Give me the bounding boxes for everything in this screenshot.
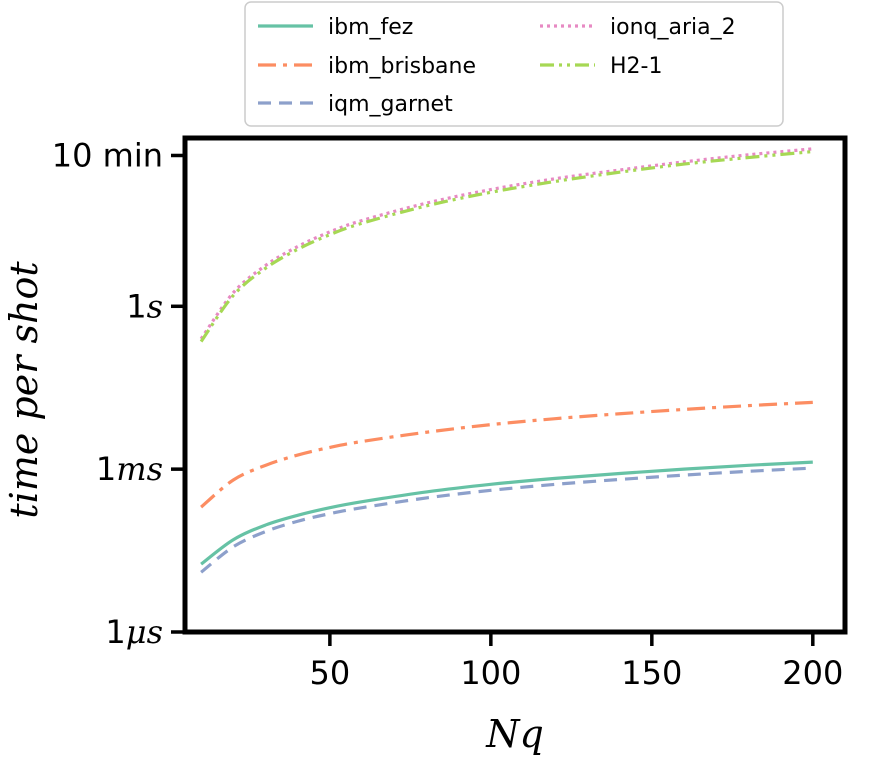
legend-frame xyxy=(244,1,784,127)
series-layer xyxy=(199,147,813,574)
y-tick-label: 1s xyxy=(126,287,163,325)
y-tick-label: 10 min xyxy=(52,136,163,174)
legend: ibm_fez ibm_brisbane iqm_garnet ionq_aria_2… xyxy=(244,1,784,127)
y-axis: 1μs 1ms 1s 10 min xyxy=(52,136,185,651)
x-axis-title: Nq xyxy=(485,712,544,756)
legend-label: ibm_fez xyxy=(328,15,413,40)
x-tick-label: 100 xyxy=(460,654,521,692)
series-line-ibm-fez xyxy=(200,460,813,566)
y-tick-label: 1ms xyxy=(96,450,163,488)
plot-area xyxy=(182,135,848,635)
x-axis: 50 100 150 200 xyxy=(310,632,843,692)
legend-label: iqm_garnet xyxy=(328,92,453,117)
x-tick-label: 50 xyxy=(310,654,351,692)
x-tick-label: 200 xyxy=(782,654,843,692)
series-line-iqm-garnet xyxy=(200,466,813,574)
series-line-h2-1 xyxy=(199,149,813,343)
series-line-ionq-aria-2 xyxy=(199,147,813,340)
y-tick-label: 1μs xyxy=(105,613,163,651)
series-line-ibm-brisbane xyxy=(200,400,813,509)
x-tick-label: 150 xyxy=(621,654,682,692)
legend-label: ibm_brisbane xyxy=(328,54,476,79)
legend-label: H2-1 xyxy=(610,54,662,79)
y-axis-title: time per shot xyxy=(2,261,46,519)
legend-label: ionq_aria_2 xyxy=(610,15,736,40)
